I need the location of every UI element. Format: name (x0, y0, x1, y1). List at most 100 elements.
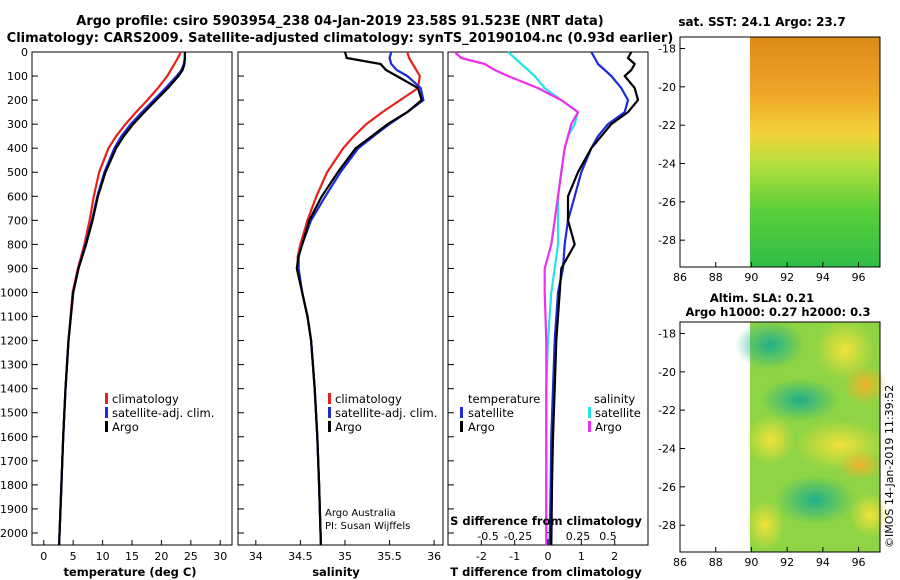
x-tick-label: 30 (213, 550, 227, 563)
depth-tick-label: 1000 (0, 286, 28, 299)
legend-climatology: climatology (335, 392, 402, 406)
x-tick-label: -1 (509, 550, 520, 563)
legend-salinity-header: salinity (594, 392, 635, 406)
depth-tick-label: 300 (7, 118, 28, 131)
x-tick-label: 34.5 (288, 550, 313, 563)
difference-xlabel: T difference from climatology (450, 565, 642, 579)
x-tick-label: 35 (338, 550, 352, 563)
s-tick-label: 0.5 (599, 530, 617, 543)
salinity-legend: climatology satellite-adj. clim. Argo Ar… (325, 392, 437, 532)
legend-swatch-argo (328, 421, 331, 432)
legend-swatch-argo (105, 421, 108, 432)
sst-map-field (750, 37, 880, 267)
sla-map-frame (679, 321, 881, 553)
series-line-t-satellite (548, 51, 630, 546)
depth-tick-label: 1500 (0, 407, 28, 420)
salinity-x-axis: 34 34.5 35 35.5 36 (249, 540, 441, 563)
legend-satellite: satellite-adj. clim. (335, 406, 437, 420)
depth-tick-label: 1700 (0, 455, 28, 468)
depth-tick-label: 200 (7, 94, 28, 107)
sla-map-axes: 86 88 90 92 94 96 -18 -20 -22 -24 -26 -28 (658, 328, 866, 570)
map-x-tick-label: 86 (673, 556, 687, 569)
legend-s-argo: Argo (595, 420, 622, 434)
x-tick-label: 2 (611, 550, 618, 563)
credit-pi: PI: Susan Wijffels (325, 521, 410, 532)
map-y-tick-label: -20 (658, 81, 676, 94)
series-line-satellite-adj-clim- (58, 52, 186, 546)
sst-map-title: sat. SST: 24.1 Argo: 23.7 (678, 15, 845, 29)
series-line-s-argo (453, 51, 580, 545)
depth-axis: 0 100 200 300 400 500 600 700 800 900 1000 1100 1200… (0, 46, 454, 540)
x-tick-label: 34 (249, 550, 263, 563)
x-tick-label: 5 (70, 550, 77, 563)
map-x-tick-label: 94 (816, 271, 830, 284)
difference-s-axis: -0.5 -0.25 0 0.25 0.5 (477, 530, 616, 543)
title-line-1: Argo profile: csiro 5903954_238 04-Jan-2… (76, 14, 603, 29)
legend-swatch-satellite (328, 407, 331, 418)
x-tick-label: 1 (578, 550, 585, 563)
map-y-tick-label: -18 (658, 328, 676, 341)
depth-tick-label: 1400 (0, 383, 28, 396)
map-x-tick-label: 86 (673, 271, 687, 284)
map-x-tick-label: 90 (744, 556, 758, 569)
map-y-tick-label: -20 (658, 366, 676, 379)
map-y-tick-label: -24 (658, 443, 676, 456)
depth-tick-label: 900 (7, 262, 28, 275)
series-line-climatology (58, 51, 182, 546)
series-line-s-satellite (507, 51, 580, 545)
sst-map-frame (679, 36, 881, 268)
s-tick-label: -0.5 (477, 530, 498, 543)
legend-swatch-t-satellite (460, 407, 463, 418)
depth-tick-label: 600 (7, 190, 28, 203)
map-x-tick-label: 90 (744, 271, 758, 284)
credit-argo-australia: Argo Australia (325, 508, 396, 519)
s-tick-label: -0.25 (504, 530, 532, 543)
depth-tick-label: 1800 (0, 479, 28, 492)
x-tick-label: 35.5 (377, 550, 402, 563)
map-x-tick-label: 88 (709, 271, 723, 284)
map-y-tick-label: -26 (658, 196, 676, 209)
sla-map-title-2: Argo h1000: 0.27 h2000: 0.3 (685, 305, 870, 319)
s-tick-label: 0 (545, 530, 552, 543)
legend-argo: Argo (112, 420, 139, 434)
series-line-climatology (296, 51, 421, 546)
legend-climatology: climatology (112, 392, 179, 406)
legend-argo: Argo (335, 420, 362, 434)
legend-t-argo: Argo (468, 420, 495, 434)
legend-swatch-t-argo (460, 421, 463, 432)
legend-swatch-s-satellite (588, 407, 591, 418)
legend-swatch-climatology (105, 393, 108, 404)
imos-stamp: ©IMOS 14-Jan-2019 11:39:52 (883, 385, 896, 548)
sla-map-field (735, 320, 890, 552)
legend-swatch-climatology (328, 393, 331, 404)
series-line-satellite-adj-clim- (297, 51, 425, 546)
legend-t-satellite: satellite (468, 406, 514, 420)
depth-tick-label: 800 (7, 238, 28, 251)
x-tick-label: 15 (125, 550, 139, 563)
map-x-tick-label: 92 (780, 271, 794, 284)
legend-swatch-satellite (105, 407, 108, 418)
map-y-tick-label: -26 (658, 481, 676, 494)
map-x-tick-label: 96 (852, 556, 866, 569)
legend-temperature-header: temperature (468, 392, 540, 406)
temperature-legend: climatology satellite-adj. clim. Argo (105, 392, 214, 434)
depth-tick-label: 100 (7, 70, 28, 83)
x-tick-label: 25 (184, 550, 198, 563)
map-y-tick-label: -24 (658, 158, 676, 171)
difference-x-axis: -2 -1 0 1 2 (476, 540, 618, 563)
x-tick-label: 0 (545, 550, 552, 563)
depth-tick-label: 1300 (0, 359, 28, 372)
salinity-panel-frame (237, 51, 444, 546)
series-line-argo (58, 52, 186, 546)
map-x-tick-label: 92 (780, 556, 794, 569)
x-tick-label: 20 (154, 550, 168, 563)
depth-tick-label: 1900 (0, 503, 28, 516)
depth-tick-label: 500 (7, 166, 28, 179)
profile-lines (58, 51, 640, 546)
s-difference-label: S difference from climatology (450, 514, 642, 528)
title-line-2: Climatology: CARS2009. Satellite-adjuste… (7, 31, 674, 46)
x-tick-label: 36 (427, 550, 441, 563)
map-y-tick-label: -22 (658, 119, 676, 132)
depth-tick-label: 1100 (0, 311, 28, 324)
series-line-argo (295, 51, 423, 546)
